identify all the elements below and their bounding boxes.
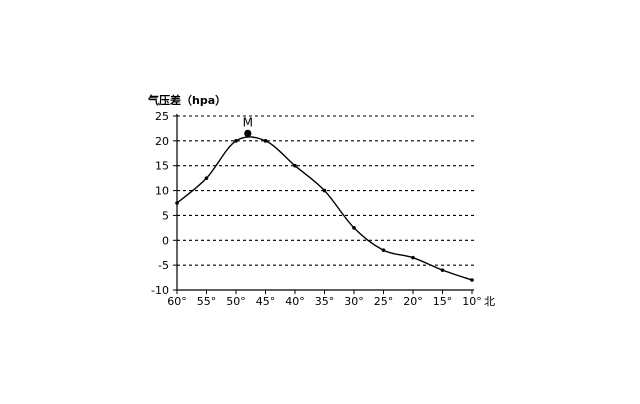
y-tick-label: -10	[151, 284, 169, 297]
grid-lines	[177, 115, 474, 266]
x-axis-label: 北	[484, 295, 495, 308]
data-point	[293, 163, 297, 168]
data-point	[234, 139, 238, 143]
y-tick-label: 0	[162, 234, 169, 247]
data-point	[381, 248, 386, 253]
x-tick-label: 15°	[433, 295, 453, 308]
data-point	[175, 201, 179, 205]
x-tick-label: 30°	[344, 295, 364, 308]
data-point	[411, 255, 415, 260]
x-tick-label: 40°	[285, 295, 305, 308]
y-tick-label: 10	[155, 185, 169, 198]
x-tick-label: 55°	[197, 295, 217, 308]
series-line	[176, 136, 473, 281]
x-tick-label: 25°	[374, 295, 394, 308]
data-point	[470, 278, 474, 282]
data-point	[263, 139, 268, 143]
y-tick-label: 15	[155, 160, 169, 173]
y-axis-label: 气压差（hpa）	[147, 93, 226, 107]
x-tick-label: 45°	[256, 295, 276, 308]
y-tick-label: 20	[155, 135, 169, 148]
x-tick-label: 35°	[315, 295, 335, 308]
data-point	[322, 188, 327, 193]
y-tick-label: 25	[155, 110, 169, 123]
x-tick-label: 20°	[403, 295, 423, 308]
y-tick-label: -5	[158, 259, 169, 272]
annotation-label-m: M	[243, 115, 253, 129]
data-point	[352, 226, 356, 230]
x-tick-label: 50°	[226, 295, 246, 308]
data-point	[440, 268, 445, 272]
data-point	[204, 176, 209, 180]
x-tick-label: 10°	[462, 295, 482, 308]
x-tick-label: 60°	[167, 295, 187, 308]
annotation-point-m	[244, 129, 252, 137]
y-tick-label: 5	[162, 209, 169, 222]
